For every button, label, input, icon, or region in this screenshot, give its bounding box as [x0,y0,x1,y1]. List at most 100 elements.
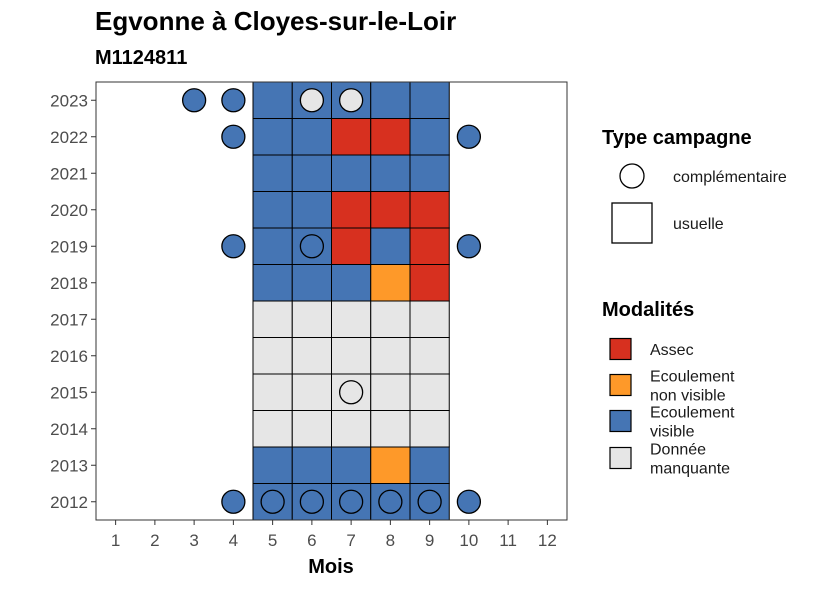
tile-2017-6 [291,300,332,338]
point-2019-10 [456,234,482,259]
tile-2017-7 [331,300,372,338]
point-2015-7 [338,380,364,405]
y-tick-label-2019: 2019 [50,237,88,256]
x-axis: 1 2 3 4 5 6 7 8 9 10 11 12 [111,520,557,550]
legend-key-assec [609,337,632,361]
tile-2022-5 [252,118,293,156]
y-tick-label-2022: 2022 [50,128,88,147]
tile-2015-5 [252,373,293,411]
tile-2019-7 [331,227,372,265]
point-2023-4 [221,88,246,113]
legend-label-assec-0: Assec [650,342,694,359]
point-2019-4 [221,234,246,259]
point-2022-4 [221,124,246,149]
legend-key-usuelle [611,202,653,244]
legend-label-donnee_manquante-0: Donnée [650,442,706,459]
x-tick-label-1: 1 [111,531,120,550]
tile-2018-7 [331,264,372,302]
tile-2013-5 [252,446,293,484]
tile-2020-6 [291,191,332,229]
tile-2017-5 [252,300,293,338]
tile-2020-5 [252,191,293,229]
tile-2023-5 [252,81,293,119]
point-2012-8 [378,489,403,514]
tile-2021-7 [331,154,372,192]
legend-label-ecoulement_visible-0: Ecoulement [650,405,735,422]
point-2019-6 [299,234,325,259]
legend-type-campagne: Type campagne complémentaire usuelle [602,127,787,244]
x-tick-label-3: 3 [189,531,198,550]
tile-2018-9 [409,264,450,302]
point-2012-10 [456,489,482,514]
complementaire-points [181,88,482,514]
tile-2014-7 [331,410,372,448]
x-tick-label-5: 5 [268,531,277,550]
x-tick-label-4: 4 [229,531,238,550]
x-tick-label-11: 11 [499,531,517,550]
tile-2021-9 [409,154,450,192]
tile-2014-9 [409,410,450,448]
y-tick-label-2018: 2018 [50,274,88,293]
tile-2023-8 [370,81,411,119]
x-tick-label-8: 8 [386,531,395,550]
x-tick-label-7: 7 [346,531,355,550]
tile-2020-9 [409,191,450,229]
tile-2019-8 [370,227,411,265]
point-2023-3 [181,88,207,113]
tile-2013-6 [291,446,332,484]
tile-2014-5 [252,410,293,448]
legend-key-ecoulement_non_visible [609,373,632,397]
tile-2017-9 [409,300,450,338]
point-2012-6 [299,489,325,514]
legend-key-donnee_manquante [609,446,632,470]
x-axis-title: Mois [308,556,354,578]
point-2023-6 [299,88,325,113]
x-tick-label-12: 12 [538,531,557,550]
legend-label-ecoulement_non_visible-1: non visible [650,388,726,405]
plot-border [95,81,568,521]
y-axis: 2012 2013 2014 2015 2016 2017 2018 2019 2020 2021… [50,91,96,512]
tile-2018-8 [370,264,411,302]
y-tick-label-2023: 2023 [50,91,88,110]
tile-2019-5 [252,227,293,265]
tile-2020-8 [370,191,411,229]
y-tick-label-2020: 2020 [50,201,88,220]
chart-title: Egvonne à Cloyes-sur-le-Loir [95,6,456,36]
tile-2017-8 [370,300,411,338]
point-2023-7 [338,88,364,113]
tile-2021-8 [370,154,411,192]
tile-2018-5 [252,264,293,302]
tile-2014-8 [370,410,411,448]
tile-2016-8 [370,337,411,375]
legend-key-complementaire [619,163,645,189]
y-tick-label-2015: 2015 [50,383,88,402]
x-tick-label-10: 10 [459,531,478,550]
legend-key-ecoulement_visible [609,409,632,433]
tile-2020-7 [331,191,372,229]
x-tick-label-6: 6 [307,531,316,550]
y-tick-label-2016: 2016 [50,347,88,366]
legend-label-donnee_manquante-1: manquante [650,461,730,478]
tile-2019-9 [409,227,450,265]
legend-label-usuelle: usuelle [673,216,724,233]
tile-2013-8 [370,446,411,484]
tile-2013-7 [331,446,372,484]
tile-2016-7 [331,337,372,375]
point-2012-5 [260,489,285,514]
tile-2023-9 [409,81,450,119]
chart-subtitle: M1124811 [95,47,187,69]
tile-2022-6 [291,118,332,156]
legend-type-title: Type campagne [602,127,752,149]
legend-modalites-title: Modalités [602,299,694,321]
tile-2022-7 [331,118,372,156]
tile-2022-9 [409,118,450,156]
y-tick-label-2012: 2012 [50,493,88,512]
tile-2016-9 [409,337,450,375]
tile-2021-5 [252,154,293,192]
y-tick-label-2013: 2013 [50,456,88,475]
legend-label-ecoulement_visible-1: visible [650,424,695,441]
tile-2013-9 [409,446,450,484]
point-2012-9 [417,489,442,514]
x-tick-label-9: 9 [425,531,434,550]
usuelle-tiles [252,81,450,521]
